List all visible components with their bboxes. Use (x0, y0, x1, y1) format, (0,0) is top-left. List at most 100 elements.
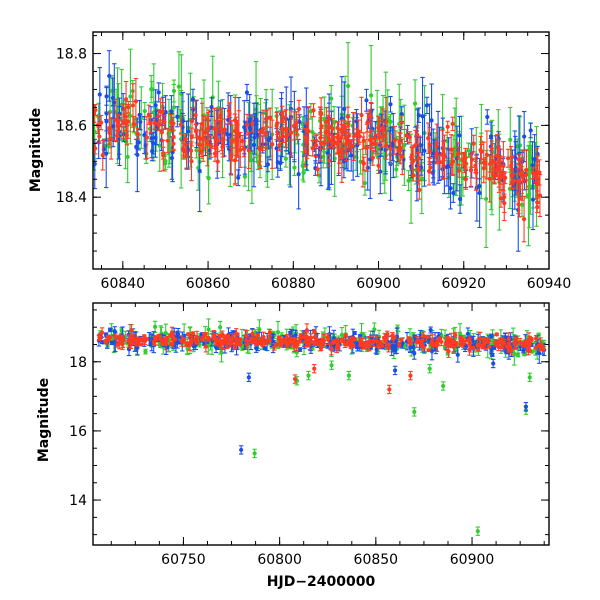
data-point (426, 136, 431, 141)
data-point (399, 112, 404, 117)
data-point (429, 118, 434, 123)
data-point (442, 154, 447, 159)
data-point (345, 83, 351, 89)
data-point (197, 168, 202, 173)
data-point (329, 363, 334, 368)
data-point (407, 135, 412, 140)
data-point (161, 151, 166, 156)
data-point (445, 124, 450, 129)
data-point (262, 346, 268, 351)
data-point (457, 133, 462, 138)
data-point (339, 155, 344, 160)
data-point (481, 166, 486, 171)
data-point (104, 151, 109, 156)
data-point (169, 109, 174, 114)
data-point (125, 154, 130, 160)
data-point (218, 112, 223, 118)
data-point (465, 331, 471, 336)
data-point (426, 169, 432, 174)
data-point (283, 126, 288, 132)
data-point (496, 166, 502, 172)
data-point (151, 141, 156, 146)
data-point (404, 133, 409, 138)
data-point (384, 143, 389, 148)
data-point (345, 114, 351, 119)
data-point (335, 125, 340, 131)
data-point (165, 138, 170, 143)
data-point (274, 146, 279, 151)
data-point (311, 108, 316, 113)
data-point (318, 110, 323, 115)
data-point (412, 101, 418, 106)
data-point (242, 174, 248, 179)
data-point (530, 197, 536, 202)
data-point (477, 184, 482, 189)
data-point (110, 88, 115, 93)
data-point (206, 176, 211, 181)
x-tick-label: 60940 (527, 276, 572, 292)
data-point (244, 90, 250, 95)
data-point (93, 111, 97, 116)
data-point (244, 122, 250, 127)
data-point (534, 171, 540, 176)
data-point (189, 159, 194, 164)
data-point (468, 168, 474, 173)
data-point (428, 327, 433, 333)
data-point (498, 196, 504, 201)
data-point (255, 132, 260, 137)
data-point (475, 529, 480, 534)
data-point (232, 118, 238, 123)
data-point (186, 129, 191, 134)
series-2 (93, 77, 543, 243)
data-point (238, 147, 243, 153)
data-point (444, 164, 450, 170)
data-point (342, 106, 347, 112)
data-point (266, 138, 271, 143)
data-point (106, 143, 111, 148)
data-point (384, 119, 389, 125)
data-point (359, 112, 364, 118)
data-point (378, 169, 383, 174)
data-point (338, 135, 344, 141)
y-tick-label: 18.6 (56, 118, 87, 134)
data-point (422, 148, 427, 153)
data-point (497, 159, 502, 164)
data-point (189, 134, 194, 140)
data-point (193, 129, 198, 134)
data-point (107, 126, 112, 131)
data-point (127, 113, 133, 118)
data-point (268, 115, 273, 120)
data-point (437, 160, 443, 165)
data-point (109, 136, 114, 142)
data-point (93, 161, 97, 167)
data-point (532, 156, 537, 162)
data-point (409, 156, 414, 161)
data-point (346, 373, 351, 378)
data-point (485, 114, 490, 120)
data-point (275, 330, 281, 335)
data-point (176, 84, 182, 89)
data-point (503, 175, 508, 180)
data-point (427, 366, 432, 371)
data-point (301, 170, 306, 175)
x-tick-label: 60860 (186, 276, 231, 292)
data-point (159, 130, 164, 135)
data-point (296, 106, 302, 112)
data-point (388, 119, 393, 124)
data-point (206, 125, 211, 130)
data-point (156, 114, 161, 119)
data-point (178, 122, 184, 127)
data-point (411, 173, 416, 178)
data-point (329, 96, 334, 101)
data-point (99, 120, 104, 125)
data-point (456, 168, 462, 173)
top-panel: 60840 60860 60880 60900 60920 60940 18.4 18.6 18… (28, 31, 572, 292)
data-point (124, 133, 129, 138)
data-point (294, 120, 299, 126)
data-point (275, 121, 280, 126)
data-point (361, 138, 366, 143)
data-point (492, 160, 497, 165)
